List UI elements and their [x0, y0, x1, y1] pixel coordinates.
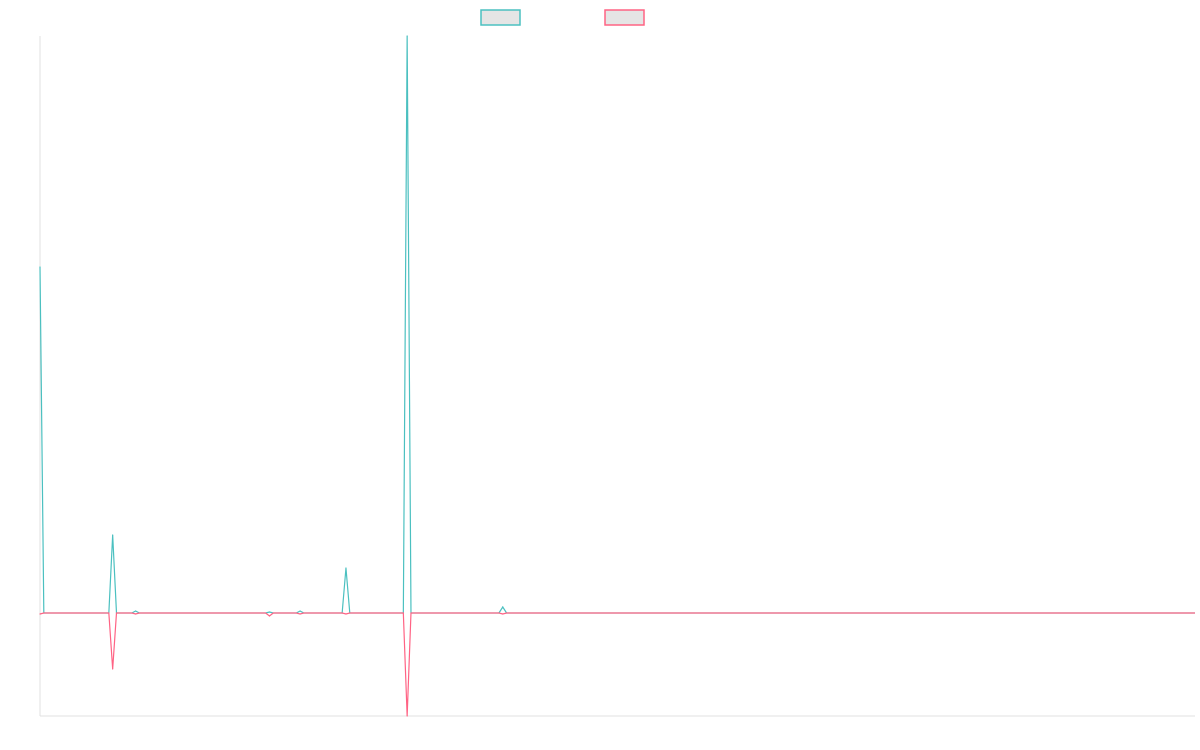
- data-point: [299, 613, 301, 615]
- data-point: [135, 613, 137, 615]
- data-point: [112, 534, 114, 536]
- data-point: [345, 613, 347, 615]
- series-line-1: [39, 35, 1195, 614]
- data-point: [268, 611, 271, 613]
- data-point: [112, 668, 114, 670]
- legend-swatch-1[interactable]: [480, 9, 521, 26]
- series-group: [39, 35, 1195, 717]
- legend: [480, 9, 645, 26]
- data-point: [502, 606, 504, 608]
- data-point: [135, 610, 137, 612]
- data-point: [502, 613, 504, 615]
- data-point: [39, 266, 41, 268]
- data-point: [406, 715, 408, 717]
- data-point: [345, 567, 347, 569]
- data-point: [299, 610, 301, 612]
- data-point: [406, 35, 408, 37]
- series-line-2: [39, 612, 1195, 717]
- data-point: [268, 615, 271, 617]
- data-point: [39, 613, 41, 615]
- legend-swatch-2[interactable]: [604, 9, 645, 26]
